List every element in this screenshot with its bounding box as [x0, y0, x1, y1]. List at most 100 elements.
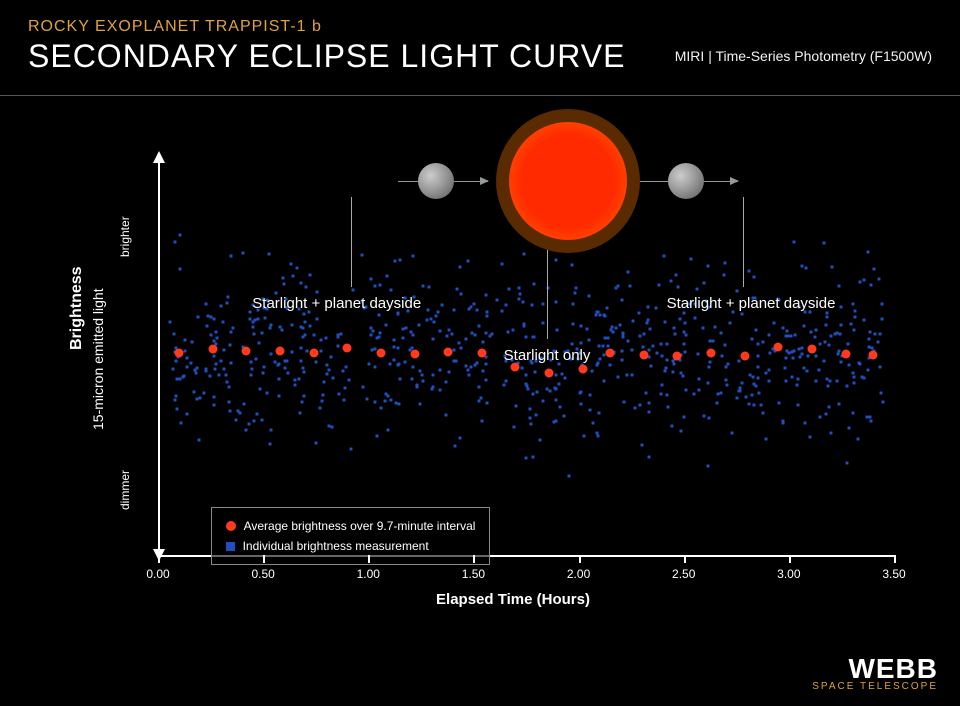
scatter-point: [481, 340, 484, 343]
scatter-point: [561, 372, 564, 375]
scatter-point: [169, 320, 172, 323]
scatter-point: [796, 378, 799, 381]
scatter-point: [679, 371, 682, 374]
scatter-point: [437, 311, 440, 314]
scatter-point: [712, 340, 715, 343]
legend-row: Individual brightness measurement: [226, 536, 476, 556]
scatter-point: [172, 368, 175, 371]
scatter-point: [830, 335, 833, 338]
scatter-point: [707, 366, 710, 369]
scatter-point: [803, 422, 806, 425]
scatter-point: [348, 378, 351, 381]
scatter-point: [209, 375, 212, 378]
scatter-point: [336, 344, 339, 347]
scatter-point: [649, 364, 652, 367]
scatter-point: [555, 373, 558, 376]
scatter-point: [316, 290, 319, 293]
scatter-point: [853, 309, 856, 312]
scatter-point: [305, 285, 308, 288]
scatter-point: [626, 339, 629, 342]
scatter-point: [444, 380, 447, 383]
x-tick-label: 0.50: [251, 567, 274, 581]
scatter-point: [269, 352, 272, 355]
scatter-point: [253, 332, 256, 335]
scatter-point: [320, 339, 323, 342]
scatter-point: [261, 372, 264, 375]
scatter-point: [376, 336, 379, 339]
scatter-point: [448, 370, 451, 373]
scatter-point: [708, 417, 711, 420]
scatter-point: [172, 332, 175, 335]
scatter-point: [554, 420, 557, 423]
scatter-point: [643, 332, 646, 335]
scatter-point: [815, 354, 818, 357]
scatter-point: [186, 357, 189, 360]
scatter-point: [402, 327, 405, 330]
scatter-point: [528, 416, 531, 419]
scatter-point: [529, 422, 532, 425]
scatter-point: [228, 400, 231, 403]
scatter-point: [452, 308, 455, 311]
scatter-point: [411, 255, 414, 258]
scatter-point: [227, 385, 230, 388]
scatter-point: [615, 327, 618, 330]
scatter-point: [252, 321, 255, 324]
scatter-point: [192, 391, 195, 394]
scatter-point: [622, 400, 625, 403]
scatter-point: [548, 390, 551, 393]
scatter-point: [764, 371, 767, 374]
scatter-point: [873, 332, 876, 335]
scatter-point: [868, 337, 871, 340]
scatter-point: [784, 366, 787, 369]
scatter-point: [251, 367, 254, 370]
scatter-point: [299, 281, 302, 284]
scatter-point: [792, 356, 795, 359]
scatter-point: [563, 414, 566, 417]
scatter-point: [768, 369, 771, 372]
scatter-point: [665, 393, 668, 396]
scatter-point: [533, 371, 536, 374]
scatter-point: [474, 363, 477, 366]
scatter-point: [485, 310, 488, 313]
scatter-point: [179, 268, 182, 271]
scatter-point: [579, 341, 582, 344]
scatter-point: [225, 302, 228, 305]
circle-marker-icon: [226, 521, 236, 531]
scatter-point: [626, 373, 629, 376]
scatter-point: [554, 300, 557, 303]
scatter-point: [438, 388, 441, 391]
x-tick: [894, 555, 896, 563]
scatter-point: [824, 413, 827, 416]
scatter-point: [291, 324, 294, 327]
scatter-point: [622, 336, 625, 339]
scatter-point: [854, 315, 857, 318]
scatter-point: [839, 324, 842, 327]
scatter-point: [377, 314, 380, 317]
scatter-point: [299, 347, 302, 350]
scatter-point: [485, 379, 488, 382]
scatter-point: [638, 312, 641, 315]
scatter-point: [446, 334, 449, 337]
scatter-point: [762, 411, 765, 414]
scatter-point: [664, 367, 667, 370]
scatter-point: [647, 456, 650, 459]
scatter-point: [877, 340, 880, 343]
scatter-point: [459, 346, 462, 349]
scatter-point: [205, 370, 208, 373]
scatter-point: [877, 277, 880, 280]
scatter-point: [176, 407, 179, 410]
scatter-point: [524, 457, 527, 460]
scatter-point: [648, 401, 651, 404]
scatter-point: [737, 360, 740, 363]
scatter-point: [523, 252, 526, 255]
scatter-point: [501, 262, 504, 265]
scatter-point: [744, 396, 747, 399]
scatter-point: [587, 338, 590, 341]
scatter-point: [880, 318, 883, 321]
x-tick: [158, 555, 160, 563]
scatter-point: [848, 427, 851, 430]
webb-logo: WEBB SPACE TELESCOPE: [812, 653, 938, 692]
scatter-point: [621, 359, 624, 362]
scatter-point: [261, 331, 264, 334]
y-axis-subtitle: 15-micron emitted light: [90, 288, 106, 430]
